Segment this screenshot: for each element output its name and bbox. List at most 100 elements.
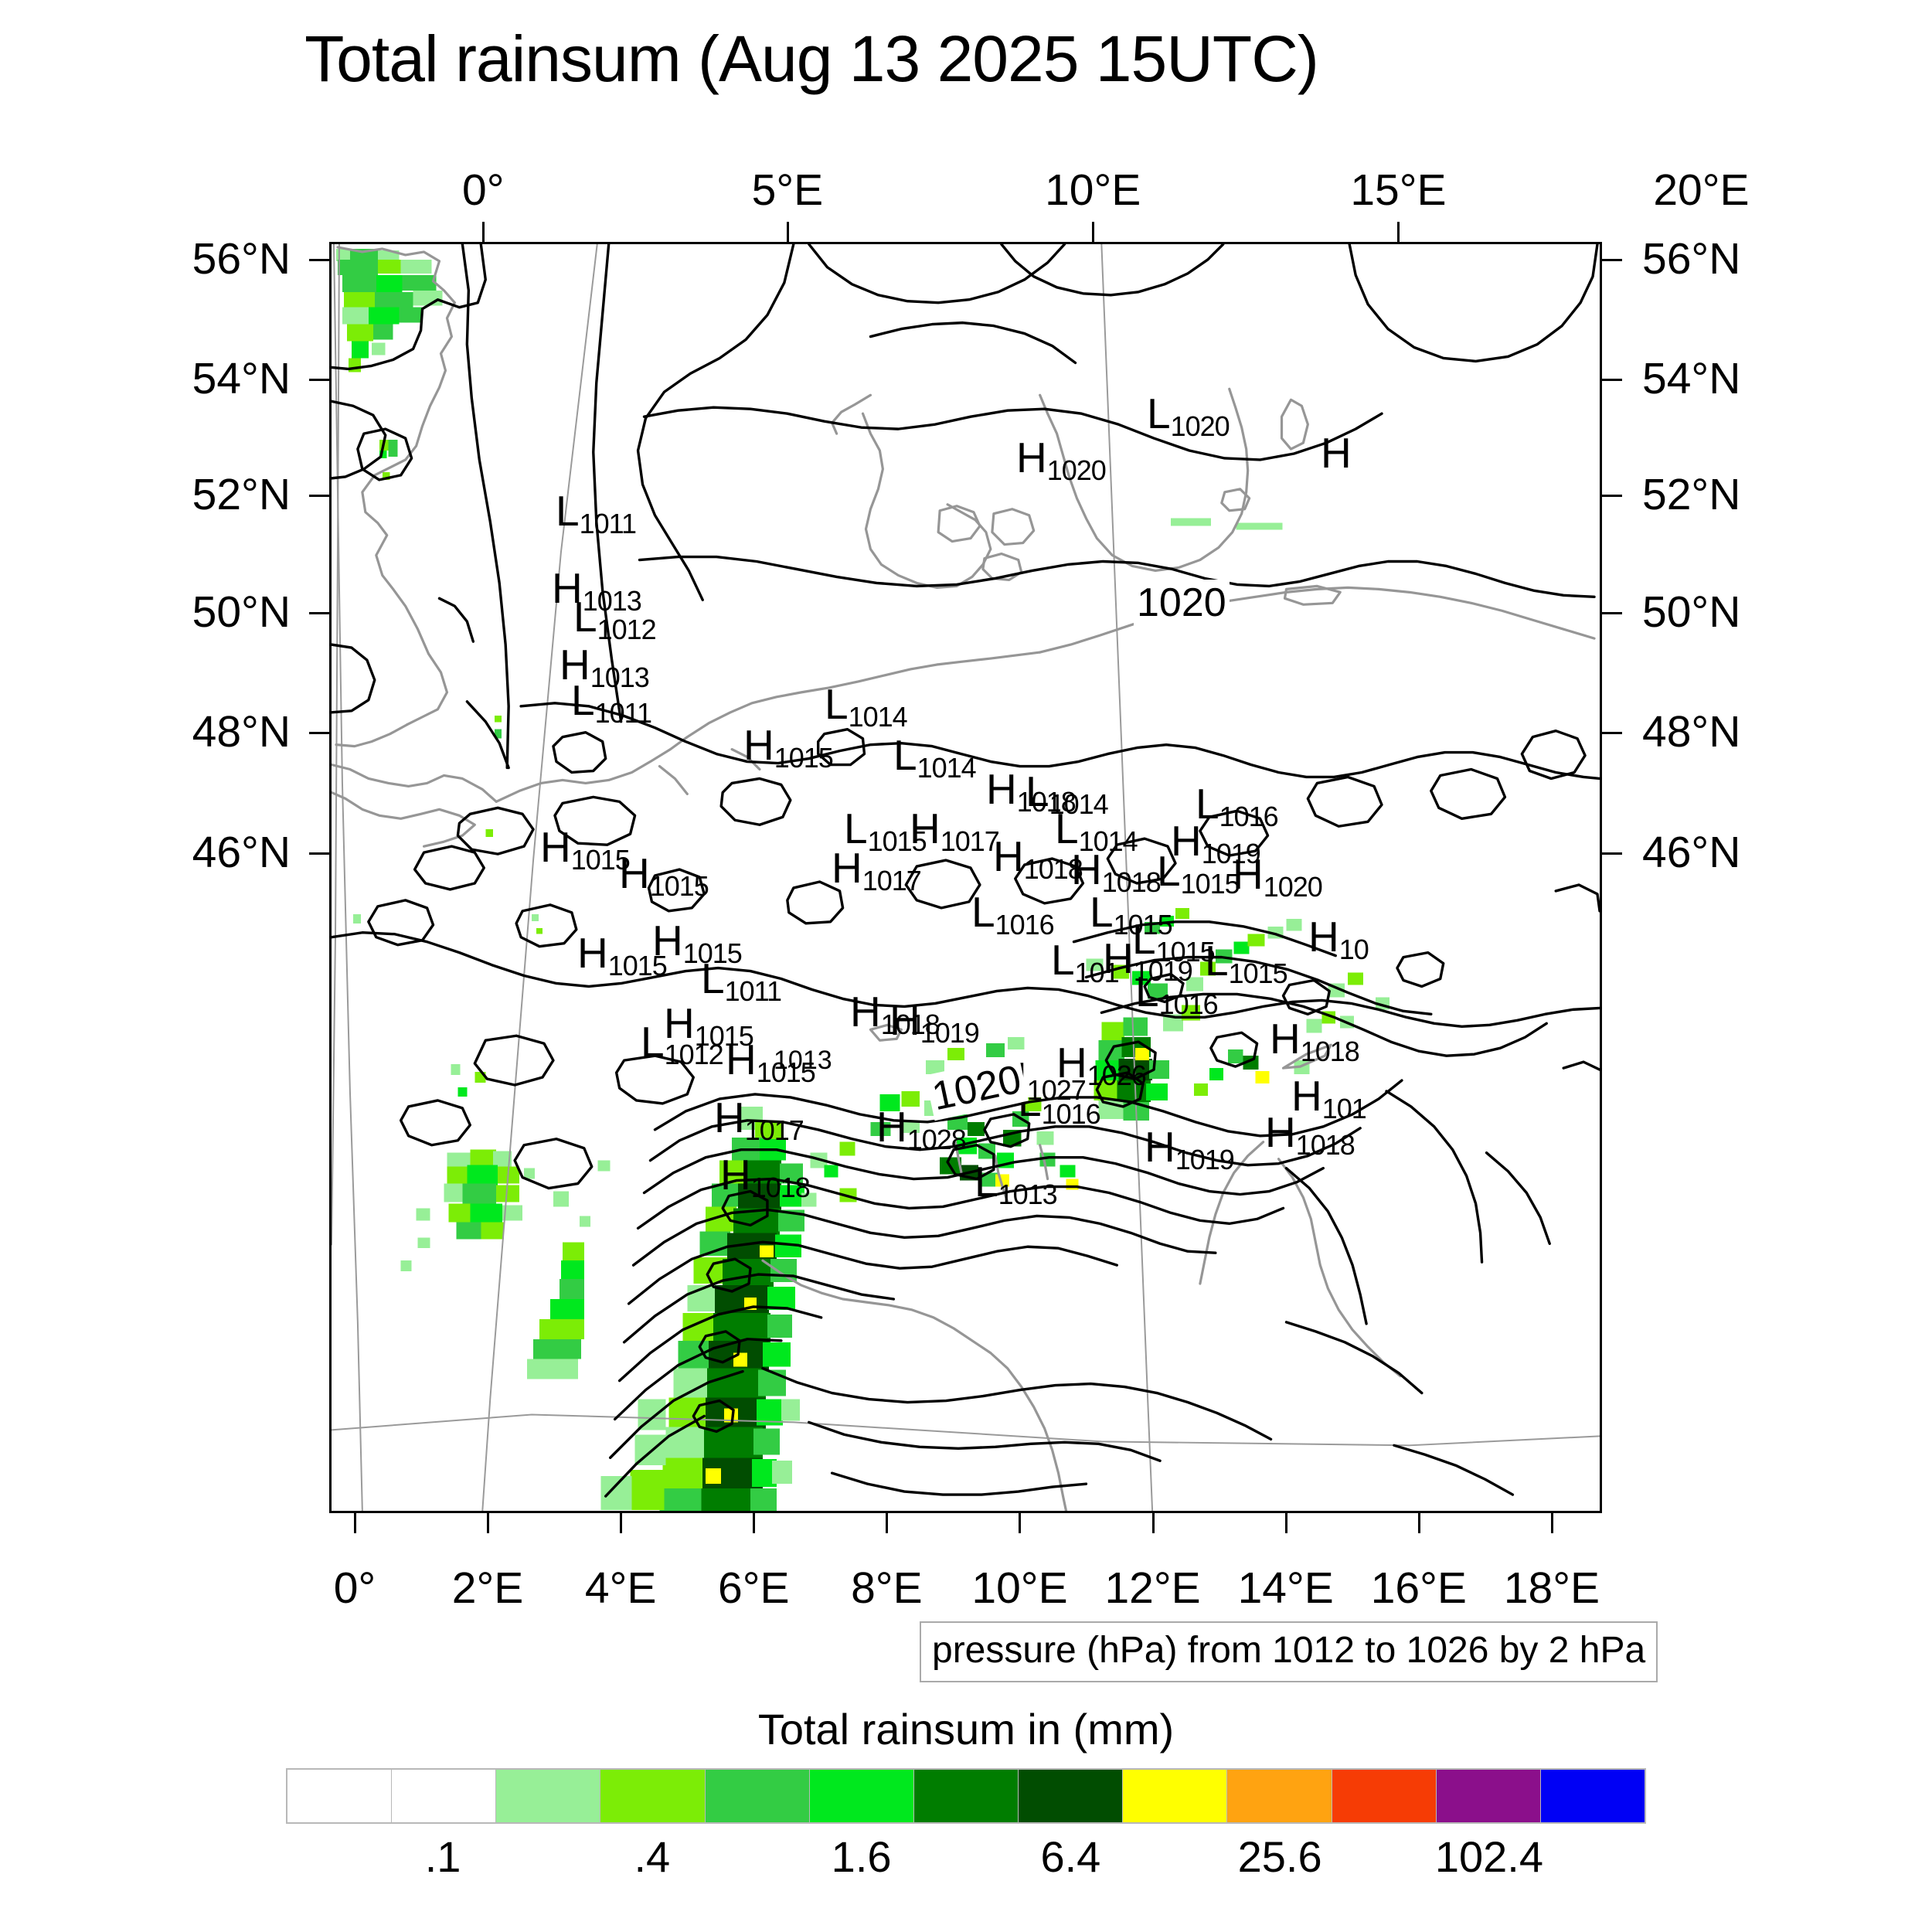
tick-bottom-7 [1284,1513,1287,1533]
low-pressure-marker-10: L1014 [893,731,977,784]
lon-top-label-15°E: 15°E [1350,165,1447,215]
high-pressure-marker-46: H1028 [876,1103,967,1155]
low-pressure-marker-8: L1014 [825,680,908,733]
high-pressure-marker-20: H1018 [993,832,1083,885]
high-pressure-marker-19: H1017 [832,844,922,896]
graticule-lines [332,244,1600,1511]
colorbar-tick-.1: .1 [424,1832,461,1881]
low-pressure-marker-40: L1012 [641,1018,724,1070]
colorbar[interactable] [286,1768,1646,1824]
lon-top-label-20°E: 20°E [1653,165,1750,215]
tick-bottom-4 [886,1513,889,1533]
tick-right-1 [1602,379,1622,381]
low-pressure-marker-25: L1016 [971,888,1055,940]
tick-right-3 [1602,612,1622,614]
tick-bottom-3 [753,1513,756,1533]
lon-bottom-label-14°E: 14°E [1237,1563,1334,1613]
tick-right-2 [1602,495,1622,497]
contour-label-layer: 1020 1020 1013 [332,244,1600,1511]
tick-top-3 [1397,222,1400,242]
high-pressure-marker-3: H1013 [560,641,650,693]
colorbar-tick-.4: .4 [634,1832,671,1881]
colorbar-segment-1 [392,1770,497,1822]
lat-left-label-50°N: 50°N [192,587,291,637]
colorbar-segment-7 [1019,1770,1124,1822]
tick-top-2 [1092,222,1095,242]
colorbar-segment-9 [1227,1770,1332,1822]
lat-right-label-46°N: 46°N [1642,828,1741,877]
lat-left-label-56°N: 56°N [192,234,291,284]
high-pressure-marker-39: H1018 [1270,1015,1360,1067]
tick-top-0 [482,222,485,242]
low-pressure-marker-26: L1015 [1090,888,1173,940]
pressure-legend-text: pressure (hPa) from 1012 to 1026 by 2 hP… [932,1630,1646,1671]
colorbar-tick-1.6: 1.6 [831,1832,892,1881]
high-pressure-marker-28: H1015 [652,917,743,969]
colorbar-segment-8 [1123,1770,1228,1822]
low-pressure-marker-33: L1015 [1205,937,1288,989]
pressure-legend-box: pressure (hPa) from 1012 to 1026 by 2 hP… [920,1621,1658,1682]
low-pressure-marker-34: L1011 [701,954,782,1007]
lon-bottom-label-8°E: 8°E [851,1563,923,1613]
lon-top-label-10°E: 10°E [1045,165,1141,215]
low-pressure-marker-35: L1016 [1135,968,1219,1020]
lon-bottom-label-16°E: 16°E [1370,1563,1467,1613]
high-pressure-marker-38: H1015 [664,999,754,1052]
high-pressure-marker-50: H1018 [720,1151,811,1203]
lon-bottom-label-10°E: 10°E [971,1563,1068,1613]
lat-right-label-48°N: 48°N [1642,707,1741,757]
high-pressure-marker-23: H1020 [1233,850,1323,903]
lat-right-label-50°N: 50°N [1642,587,1741,637]
tick-left-1 [309,379,329,381]
tick-left-0 [309,259,329,261]
lon-top-label-0°: 0° [462,165,505,215]
tick-bottom-9 [1550,1513,1553,1533]
tick-top-1 [786,222,789,242]
tick-left-5 [309,852,329,855]
high-pressure-marker-37: H1019 [889,996,980,1049]
low-pressure-marker-29: L1015 [1132,915,1216,968]
high-pressure-marker-11: H1018 [986,765,1077,818]
low-pressure-marker-51: L1013 [975,1158,1058,1210]
contour-small-label-0: 1013 [774,1046,832,1075]
tick-left-2 [309,495,329,497]
coastline-borders [332,246,1596,1511]
tick-bottom-8 [1417,1513,1420,1533]
tick-bottom-1 [487,1513,490,1533]
high-pressure-marker-24: H1015 [619,849,709,902]
lat-right-label-56°N: 56°N [1642,234,1741,284]
lat-right-label-54°N: 54°N [1642,354,1741,403]
high-pressure-marker-32: H1019 [1103,934,1193,987]
low-pressure-marker-0: L1011 [556,487,637,539]
contour-value-label-0: 1020 [1134,580,1230,626]
high-pressure-marker-49: H1018 [1265,1108,1355,1161]
colorbar-title: Total rainsum in (mm) [757,1705,1175,1753]
high-pressure-marker-36: H1018 [850,988,940,1040]
colorbar-segment-12 [1540,1770,1645,1822]
high-pressure-marker-42: H1015 [726,1036,816,1088]
lon-bottom-label-4°E: 4°E [584,1563,657,1613]
tick-right-0 [1602,259,1622,261]
map-canvas: L1011 H1013 L1012 H1013 L1011 L1020 H1020 H L101… [332,244,1600,1511]
colorbar-segment-4 [705,1770,810,1822]
high-pressure-marker-21: H1018 [1071,845,1162,898]
colorbar-segment-5 [809,1770,914,1822]
map-plot-area[interactable]: L1011 H1013 L1012 H1013 L1011 L1020 H1020 H L101… [329,242,1602,1513]
precipitation-raster [335,248,1389,1511]
tick-right-5 [1602,852,1622,855]
colorbar-tick-102.4: 102.4 [1434,1832,1543,1881]
colorbar-segment-10 [1332,1770,1437,1822]
low-pressure-marker-31: L101 [1051,936,1120,988]
lat-right-label-52°N: 52°N [1642,470,1741,519]
tick-bottom-5 [1019,1513,1022,1533]
high-pressure-marker-9: H1015 [743,721,834,774]
tick-right-4 [1602,732,1622,734]
colorbar-tick-6.4: 6.4 [1040,1832,1101,1881]
lat-left-label-48°N: 48°N [192,707,291,757]
page-title: Total rainsum (Aug 13 2025 15UTC) [304,22,1319,95]
isobar-contours [332,244,1600,1498]
high-pressure-marker-6: H1020 [1016,434,1107,486]
high-pressure-marker-7: H [1321,429,1352,477]
lon-bottom-label-0°: 0° [333,1563,376,1613]
lon-bottom-label-6°E: 6°E [718,1563,790,1613]
